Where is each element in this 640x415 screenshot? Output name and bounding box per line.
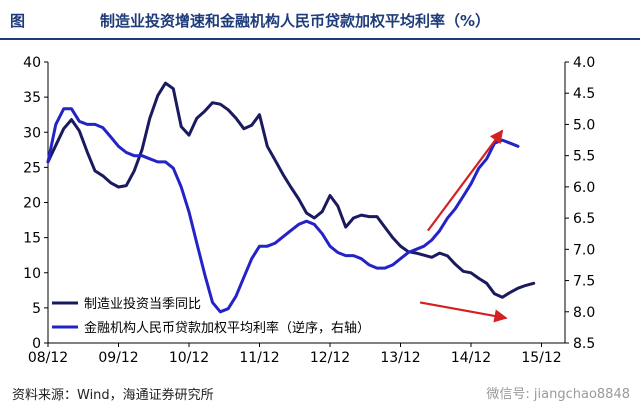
x-tick-label: 12/12 — [310, 350, 350, 366]
left-tick-label: 10 — [23, 266, 41, 282]
left-tick-label: 35 — [23, 90, 41, 106]
left-tick-label: 25 — [23, 160, 41, 176]
title-underline — [0, 38, 640, 40]
line-chart: 0 5 10 15 20 25 30 35 40 4.0 4.5 5.0 5.5 6.0 6.5 7.0 7.5… — [23, 55, 595, 366]
chart-header: 图 制造业投资增速和金融机构人民币贷款加权平均利率（%） — [0, 0, 640, 40]
annotations — [419, 129, 508, 323]
footer: 资料来源：Wind，海通证券研究所 微信号: jiangchao8848 — [12, 380, 640, 410]
manufacturing-investment-line — [46, 81, 536, 299]
right-tick-label: 4.5 — [573, 86, 595, 102]
up-trend-arrow — [427, 129, 504, 232]
series-lines — [46, 81, 536, 314]
left-tick-label: 30 — [23, 125, 41, 141]
right-tick-label: 5.5 — [573, 149, 595, 165]
right-tick-label: 6.0 — [573, 180, 595, 196]
right-tick-label: 4.0 — [573, 55, 595, 71]
left-tick-label: 20 — [23, 196, 41, 212]
axes: 0 5 10 15 20 25 30 35 40 4.0 4.5 5.0 5.5 6.0 6.5 7.0 7.5… — [23, 55, 595, 366]
source-note: 资料来源：Wind，海通证券研究所 — [12, 388, 214, 403]
right-tick-label: 7.0 — [573, 242, 595, 258]
down-trend-arrow — [419, 301, 508, 323]
wechat-watermark: 微信号: jiangchao8848 — [486, 387, 630, 402]
x-tick-label: 10/12 — [169, 350, 209, 366]
x-tick-label: 15/12 — [521, 350, 561, 366]
x-tick-label: 11/12 — [239, 350, 279, 366]
right-tick-label: 8.0 — [573, 305, 595, 321]
left-tick-label: 5 — [32, 301, 41, 317]
left-tick-label: 40 — [23, 55, 41, 71]
legend-label: 金融机构人民币贷款加权平均利率（逆序，右轴） — [84, 320, 370, 336]
loan-rate-line — [46, 107, 520, 314]
left-tick-label: 0 — [32, 336, 41, 352]
right-tick-label: 8.5 — [573, 336, 595, 352]
right-tick-label: 5.0 — [573, 117, 595, 133]
chart-title: 制造业投资增速和金融机构人民币贷款加权平均利率（%） — [100, 12, 491, 30]
x-tick-label: 13/12 — [380, 350, 420, 366]
legend-label: 制造业投资当季同比 — [84, 296, 201, 312]
right-tick-label: 7.5 — [573, 274, 595, 290]
left-tick-label: 15 — [23, 231, 41, 247]
x-tick-label: 09/12 — [98, 350, 138, 366]
x-tick-label: 14/12 — [451, 350, 491, 366]
figure-label: 图 — [10, 12, 26, 30]
x-tick-label: 08/12 — [28, 350, 68, 366]
right-tick-label: 6.5 — [573, 211, 595, 227]
